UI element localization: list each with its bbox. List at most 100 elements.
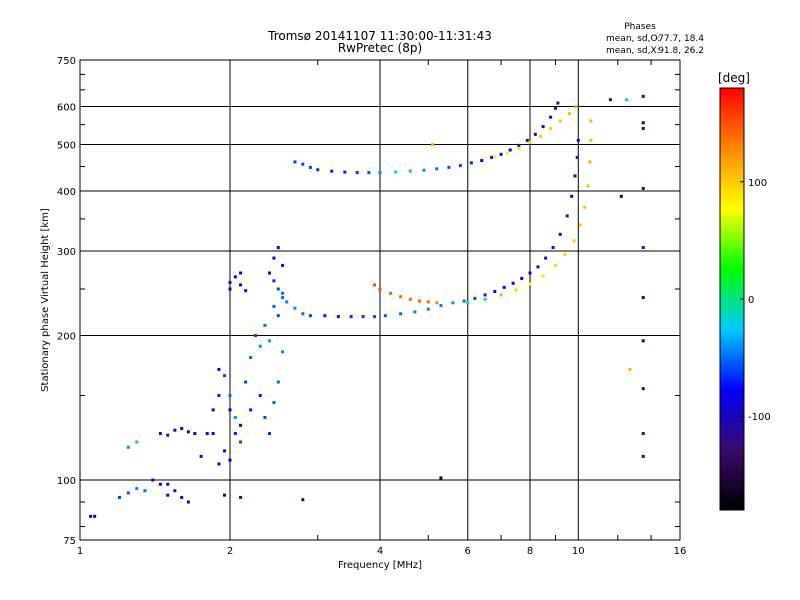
phase-series-5 xyxy=(466,119,593,305)
x-tick-label: 16 xyxy=(674,546,687,557)
stats-o-label: mean, sd,O: xyxy=(606,34,660,44)
data-point xyxy=(578,223,582,227)
data-point xyxy=(549,126,553,130)
data-point xyxy=(483,293,487,297)
data-point xyxy=(399,312,403,316)
x-tick-label: 2 xyxy=(227,546,233,557)
data-point xyxy=(158,482,162,486)
data-point xyxy=(469,161,473,165)
data-point xyxy=(223,374,227,378)
stats-x-values: 91.8, 26.2 xyxy=(658,46,704,56)
phase-series-7 xyxy=(493,105,578,159)
data-point xyxy=(217,367,221,371)
data-point xyxy=(186,430,190,434)
data-point xyxy=(293,160,297,164)
data-point xyxy=(308,165,312,169)
data-point xyxy=(217,394,221,398)
data-point xyxy=(574,105,578,109)
x-tick-label: 1 xyxy=(77,546,83,557)
data-point xyxy=(641,339,645,343)
data-point xyxy=(267,432,271,436)
data-point xyxy=(502,285,506,289)
phase-series-4 xyxy=(373,283,439,305)
data-point xyxy=(641,454,645,458)
phase-series-2 xyxy=(228,246,305,316)
data-point xyxy=(528,140,532,144)
phase-series-1 xyxy=(199,296,285,466)
data-point xyxy=(589,138,593,142)
data-point xyxy=(180,495,184,499)
phase-series-0 xyxy=(89,427,197,518)
data-point xyxy=(186,500,190,504)
data-point xyxy=(528,271,532,275)
data-point xyxy=(276,314,280,318)
data-point xyxy=(308,314,312,318)
data-point xyxy=(549,115,553,119)
data-point xyxy=(528,282,532,286)
colorbar-tick-label: 100 xyxy=(748,178,767,189)
data-point xyxy=(276,246,280,250)
data-point xyxy=(166,433,170,437)
data-point xyxy=(267,339,271,343)
data-point xyxy=(211,408,215,412)
scatter-points xyxy=(89,94,645,518)
data-point xyxy=(641,186,645,190)
data-point xyxy=(211,432,215,436)
data-point xyxy=(316,168,320,172)
chart-subtitle: RwPretec (8p) xyxy=(338,41,422,55)
phase-series-8 xyxy=(223,94,645,502)
data-point xyxy=(551,246,555,250)
x-axis-label: Frequency [MHz] xyxy=(338,560,422,571)
data-point xyxy=(355,171,359,175)
data-point xyxy=(473,296,477,300)
y-tick-label: 300 xyxy=(57,247,76,258)
data-point xyxy=(553,263,557,267)
y-tick-label: 750 xyxy=(57,56,76,67)
data-point xyxy=(408,297,412,301)
data-point xyxy=(233,432,237,436)
data-point xyxy=(458,164,462,168)
colorbar-tick-label: 0 xyxy=(748,295,754,306)
data-point xyxy=(588,160,592,164)
data-point xyxy=(281,291,285,295)
data-point xyxy=(426,300,430,304)
stats-x-label: mean, sd,X: xyxy=(606,46,660,56)
data-point xyxy=(135,440,139,444)
phase-series-3 xyxy=(308,138,580,319)
data-point xyxy=(239,271,243,275)
phase-series-6 xyxy=(293,101,560,175)
data-point xyxy=(641,121,645,125)
data-point xyxy=(517,147,521,151)
colorbar-ticks: 100 0 -100 xyxy=(740,178,771,423)
y-axis-label: Stationary phase Virtual Height [km] xyxy=(40,208,51,392)
data-point xyxy=(126,445,130,449)
data-point xyxy=(565,214,569,218)
data-point xyxy=(508,148,512,152)
data-point xyxy=(573,174,577,178)
data-point xyxy=(336,315,340,319)
data-point xyxy=(173,489,177,493)
colorbar-label: [deg] xyxy=(718,71,750,85)
data-point xyxy=(258,344,262,348)
data-point xyxy=(541,125,545,129)
plot-frame xyxy=(79,59,681,541)
data-point xyxy=(490,155,494,159)
data-point xyxy=(263,415,267,419)
data-point xyxy=(193,432,197,436)
data-point xyxy=(539,134,543,138)
data-point xyxy=(628,367,632,371)
data-point xyxy=(93,514,97,518)
x-tick-label: 10 xyxy=(572,546,585,557)
y-tick-label: 600 xyxy=(57,103,76,114)
data-point xyxy=(544,256,548,260)
data-point xyxy=(233,275,237,279)
data-point xyxy=(239,283,243,287)
data-point xyxy=(394,170,398,174)
data-point xyxy=(228,280,232,284)
data-point xyxy=(558,119,562,123)
data-point xyxy=(228,287,232,291)
data-point xyxy=(556,101,560,105)
data-point xyxy=(378,287,382,291)
data-point xyxy=(641,126,645,130)
data-point xyxy=(373,315,377,319)
